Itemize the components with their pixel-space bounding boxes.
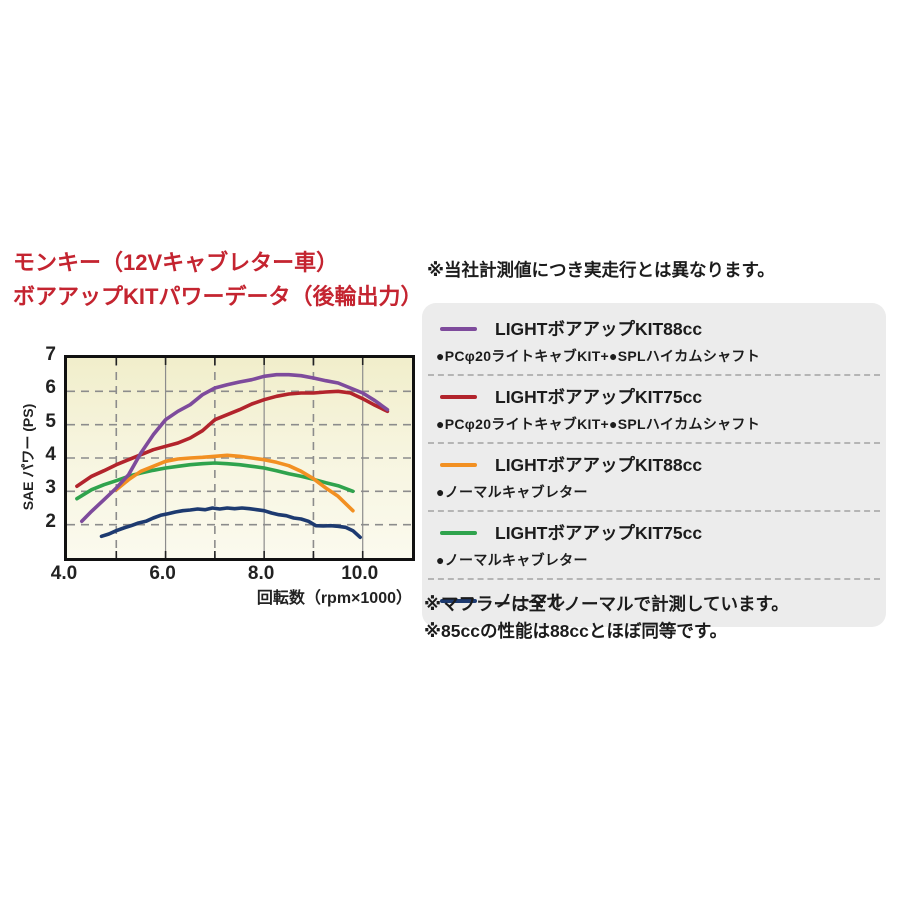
y-tick-label: 3 — [45, 477, 56, 499]
legend-item-main: LIGHTボアアップKIT75cc — [436, 520, 868, 545]
legend-item-main: LIGHTボアアップKIT75cc — [436, 384, 868, 409]
y-tick-label: 5 — [45, 410, 56, 432]
series-line — [80, 372, 390, 524]
legend-swatch-purple — [440, 326, 477, 331]
legend-label: LIGHTボアアップKIT88cc — [495, 455, 703, 475]
legend-swatch-red — [440, 394, 477, 399]
power-chart: SAE パワー (PS) 2 3 4 5 6 7 4.0 6.0 8.0 10.0 回転数（rpm… — [0, 340, 450, 640]
page-title-line1: モンキー（12Vキャブレター車） — [13, 250, 339, 275]
legend-item: LIGHTボアアップKIT88cc ●PCφ20ライトキャブKIT+●SPLハイ… — [428, 308, 880, 376]
legend-swatch-green — [440, 530, 477, 535]
legend-label: ノーマル — [495, 591, 565, 611]
legend-swatch-orange — [440, 462, 477, 467]
legend-label: LIGHTボアアップKIT75cc — [495, 523, 703, 543]
y-tick-label: 6 — [45, 377, 56, 399]
y-tick-label: 4 — [45, 444, 56, 465]
series-line — [99, 506, 363, 540]
y-tick-label: 2 — [45, 510, 56, 532]
legend-sublabel: ●PCφ20ライトキャブKIT+●SPLハイカムシャフト — [436, 416, 761, 432]
legend-sublabel: ●ノーマルキャブレター — [436, 484, 588, 500]
legend-item-main: LIGHTボアアップKIT88cc — [436, 452, 868, 477]
legend-item: LIGHTボアアップKIT75cc ●ノーマルキャブレター — [428, 512, 880, 580]
x-tick-label: 6.0 — [149, 563, 176, 584]
legend-item: LIGHTボアアップKIT88cc ●ノーマルキャブレター — [428, 444, 880, 512]
legend-label: LIGHTボアアップKIT88cc — [495, 319, 703, 339]
legend-sublabel: ●PCφ20ライトキャブKIT+●SPLハイカムシャフト — [436, 348, 761, 364]
x-tick-label: 10.0 — [341, 563, 379, 584]
plot-area — [64, 355, 415, 561]
footnote-85cc: ※85ccの性能は88ccとほぼ同等です。 — [424, 621, 728, 641]
y-tick-label: 7 — [45, 344, 56, 365]
series-line — [75, 389, 390, 489]
legend-sublabel: ●ノーマルキャブレター — [436, 552, 588, 568]
legend-item: ノーマル — [428, 580, 880, 621]
x-tick-label: 4.0 — [50, 563, 78, 584]
legend-item: LIGHTボアアップKIT75cc ●PCφ20ライトキャブKIT+●SPLハイ… — [428, 376, 880, 444]
footnotes: ※マフラーは全てノーマルで計測しています。 ※85ccの性能は88ccとほぼ同等… — [424, 591, 789, 645]
legend-swatch-navy — [440, 598, 477, 603]
page-title-line2: ボアアップKITパワーデータ（後輪出力） — [13, 284, 423, 309]
legend-item-main: LIGHTボアアップKIT88cc — [436, 316, 868, 341]
legend-item-main: ノーマル — [436, 588, 868, 613]
legend-panel: LIGHTボアアップKIT88cc ●PCφ20ライトキャブKIT+●SPLハイ… — [422, 303, 886, 627]
series-line — [114, 453, 355, 513]
footnote-muffler: ※マフラーは全てノーマルで計測しています。 — [424, 594, 789, 614]
x-tick-label: 8.0 — [247, 563, 275, 584]
legend-label: LIGHTボアアップKIT75cc — [495, 387, 703, 407]
measurement-note: ※当社計測値につき実走行とは異なります。 — [427, 260, 775, 280]
page-title: モンキー（12Vキャブレター車） ボアアップKITパワーデータ（後輪出力） — [13, 246, 422, 314]
x-axis-title: 回転数（rpm×1000） — [256, 590, 412, 607]
